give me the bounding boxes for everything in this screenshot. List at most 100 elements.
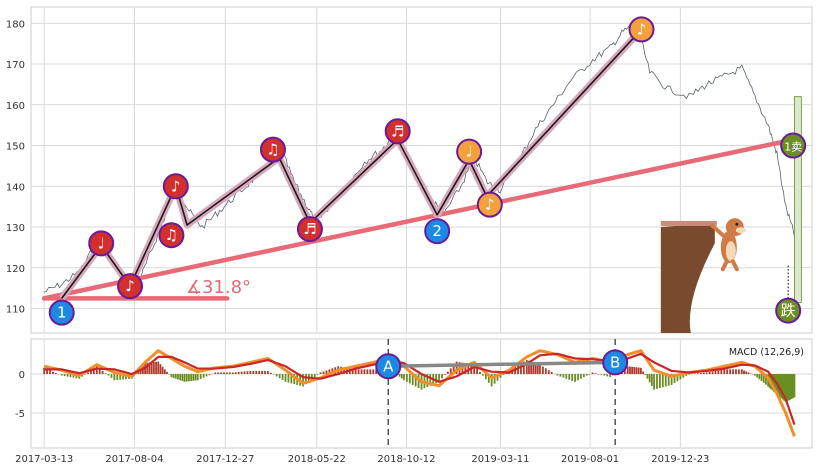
macd-histogram-bar <box>758 374 760 379</box>
price-marker-label: ♫ <box>266 141 279 159</box>
macd-histogram-bar <box>700 373 702 374</box>
macd-histogram-bar <box>226 372 228 374</box>
macd-histogram-bar <box>482 374 484 376</box>
macd-histogram-bar <box>173 374 175 378</box>
price-tick-label: 160 <box>6 101 25 112</box>
macd-histogram-bar <box>560 374 562 377</box>
macd-histogram-bar <box>729 369 731 374</box>
macd-histogram-bar <box>190 374 192 381</box>
macd-histogram-bar <box>447 372 449 374</box>
macd-marker-label: B <box>610 353 620 371</box>
macd-histogram-bar <box>406 374 408 382</box>
signal-band <box>794 97 801 303</box>
macd-histogram-bar <box>603 374 605 376</box>
macd-histogram-bar <box>640 368 642 374</box>
macd-histogram-bar <box>111 374 113 378</box>
macd-histogram-bar <box>52 372 54 374</box>
price-marker: 1卖 <box>781 134 805 158</box>
macd-histogram-bar <box>195 374 197 380</box>
macd-histogram-bar <box>589 374 591 375</box>
macd-histogram-bar <box>444 374 446 375</box>
macd-histogram-bar <box>179 374 181 380</box>
macd-histogram-bar <box>409 374 411 383</box>
macd-histogram-bar <box>712 371 714 374</box>
macd-histogram-bar <box>372 369 374 374</box>
macd-histogram-bar <box>116 374 118 380</box>
macd-histogram-bar <box>636 367 638 374</box>
price-marker: 2 <box>425 219 449 243</box>
cliff-edge <box>661 221 717 226</box>
macd-histogram-bar <box>267 371 269 374</box>
macd-histogram-bar <box>232 372 234 374</box>
price-tick-label: 130 <box>6 223 25 234</box>
macd-histogram-bar <box>55 373 57 374</box>
price-marker: ♫ <box>261 138 285 162</box>
price-marker: ♩ <box>457 140 481 164</box>
macd-histogram-bar <box>656 374 658 389</box>
macd-histogram-bar <box>752 374 754 375</box>
macd-histogram-bar <box>102 371 104 374</box>
macd-histogram-bar <box>644 374 646 375</box>
macd-histogram-bar <box>223 372 225 374</box>
angle-label: ∡31.8° <box>186 277 251 298</box>
macd-histogram-bar <box>715 371 717 374</box>
macd-histogram-bar <box>252 371 254 374</box>
macd-histogram-bar <box>166 372 168 374</box>
macd-histogram-bar <box>157 362 159 374</box>
macd-histogram-bar <box>49 370 51 374</box>
macd-histogram-bar <box>361 369 363 374</box>
macd-histogram-bar <box>235 372 237 374</box>
price-marker: 1 <box>50 301 74 325</box>
price-marker: ♬ <box>298 217 322 241</box>
macd-histogram-bar <box>595 373 597 374</box>
price-marker-label: ♪ <box>171 177 181 195</box>
macd-histogram-bar <box>633 367 635 374</box>
macd-histogram-bar <box>64 374 66 376</box>
price-marker-label: 2 <box>432 222 442 240</box>
macd-histogram-bar <box>476 368 478 374</box>
macd-histogram-bar <box>285 374 287 382</box>
macd-histogram-bar <box>706 372 708 374</box>
x-tick-label: 2018-10-12 <box>377 454 435 465</box>
macd-histogram-bar <box>586 374 588 376</box>
macd-histogram-bar <box>720 370 722 374</box>
macd-panel <box>31 339 812 448</box>
macd-histogram-bar <box>203 374 205 378</box>
macd-histogram-bar <box>200 374 202 379</box>
macd-histogram-bar <box>320 372 322 374</box>
x-tick-label: 2019-03-11 <box>471 454 529 465</box>
price-marker-label: ♩ <box>98 234 105 252</box>
macd-histogram-bar <box>217 372 219 374</box>
macd-histogram-bar <box>732 369 734 374</box>
price-marker: ♫ <box>159 223 183 247</box>
macd-histogram-bar <box>282 374 284 380</box>
price-marker: ♩ <box>89 231 113 255</box>
price-marker-label: ♬ <box>391 122 404 140</box>
price-marker-label: 1 <box>57 304 67 322</box>
macd-histogram-bar <box>247 371 249 374</box>
macd-histogram-bar <box>697 373 699 374</box>
macd-histogram-bar <box>580 374 582 379</box>
macd-histogram-bar <box>638 368 640 374</box>
macd-histogram-bar <box>761 374 763 381</box>
macd-histogram-bar <box>726 369 728 374</box>
macd-marker: B <box>603 350 627 374</box>
macd-histogram-bar <box>264 371 266 374</box>
price-marker-label: ♬ <box>303 220 316 238</box>
macd-histogram-bar <box>565 374 567 379</box>
macd-histogram-bar <box>568 374 570 380</box>
macd-histogram-bar <box>649 374 651 382</box>
macd-histogram-bar <box>629 367 631 375</box>
macd-histogram-bar <box>317 374 319 375</box>
macd-tick-label: -5 <box>15 409 25 420</box>
x-tick-label: 2018-05-22 <box>288 454 346 465</box>
price-marker-label: ♩ <box>466 143 473 161</box>
macd-histogram-bar <box>258 371 260 374</box>
macd-histogram-bar <box>399 374 401 377</box>
macd-histogram-bar <box>539 365 541 374</box>
macd-histogram-bar <box>177 374 179 379</box>
price-marker-label: 1卖 <box>784 141 802 154</box>
macd-histogram-bar <box>747 372 749 374</box>
